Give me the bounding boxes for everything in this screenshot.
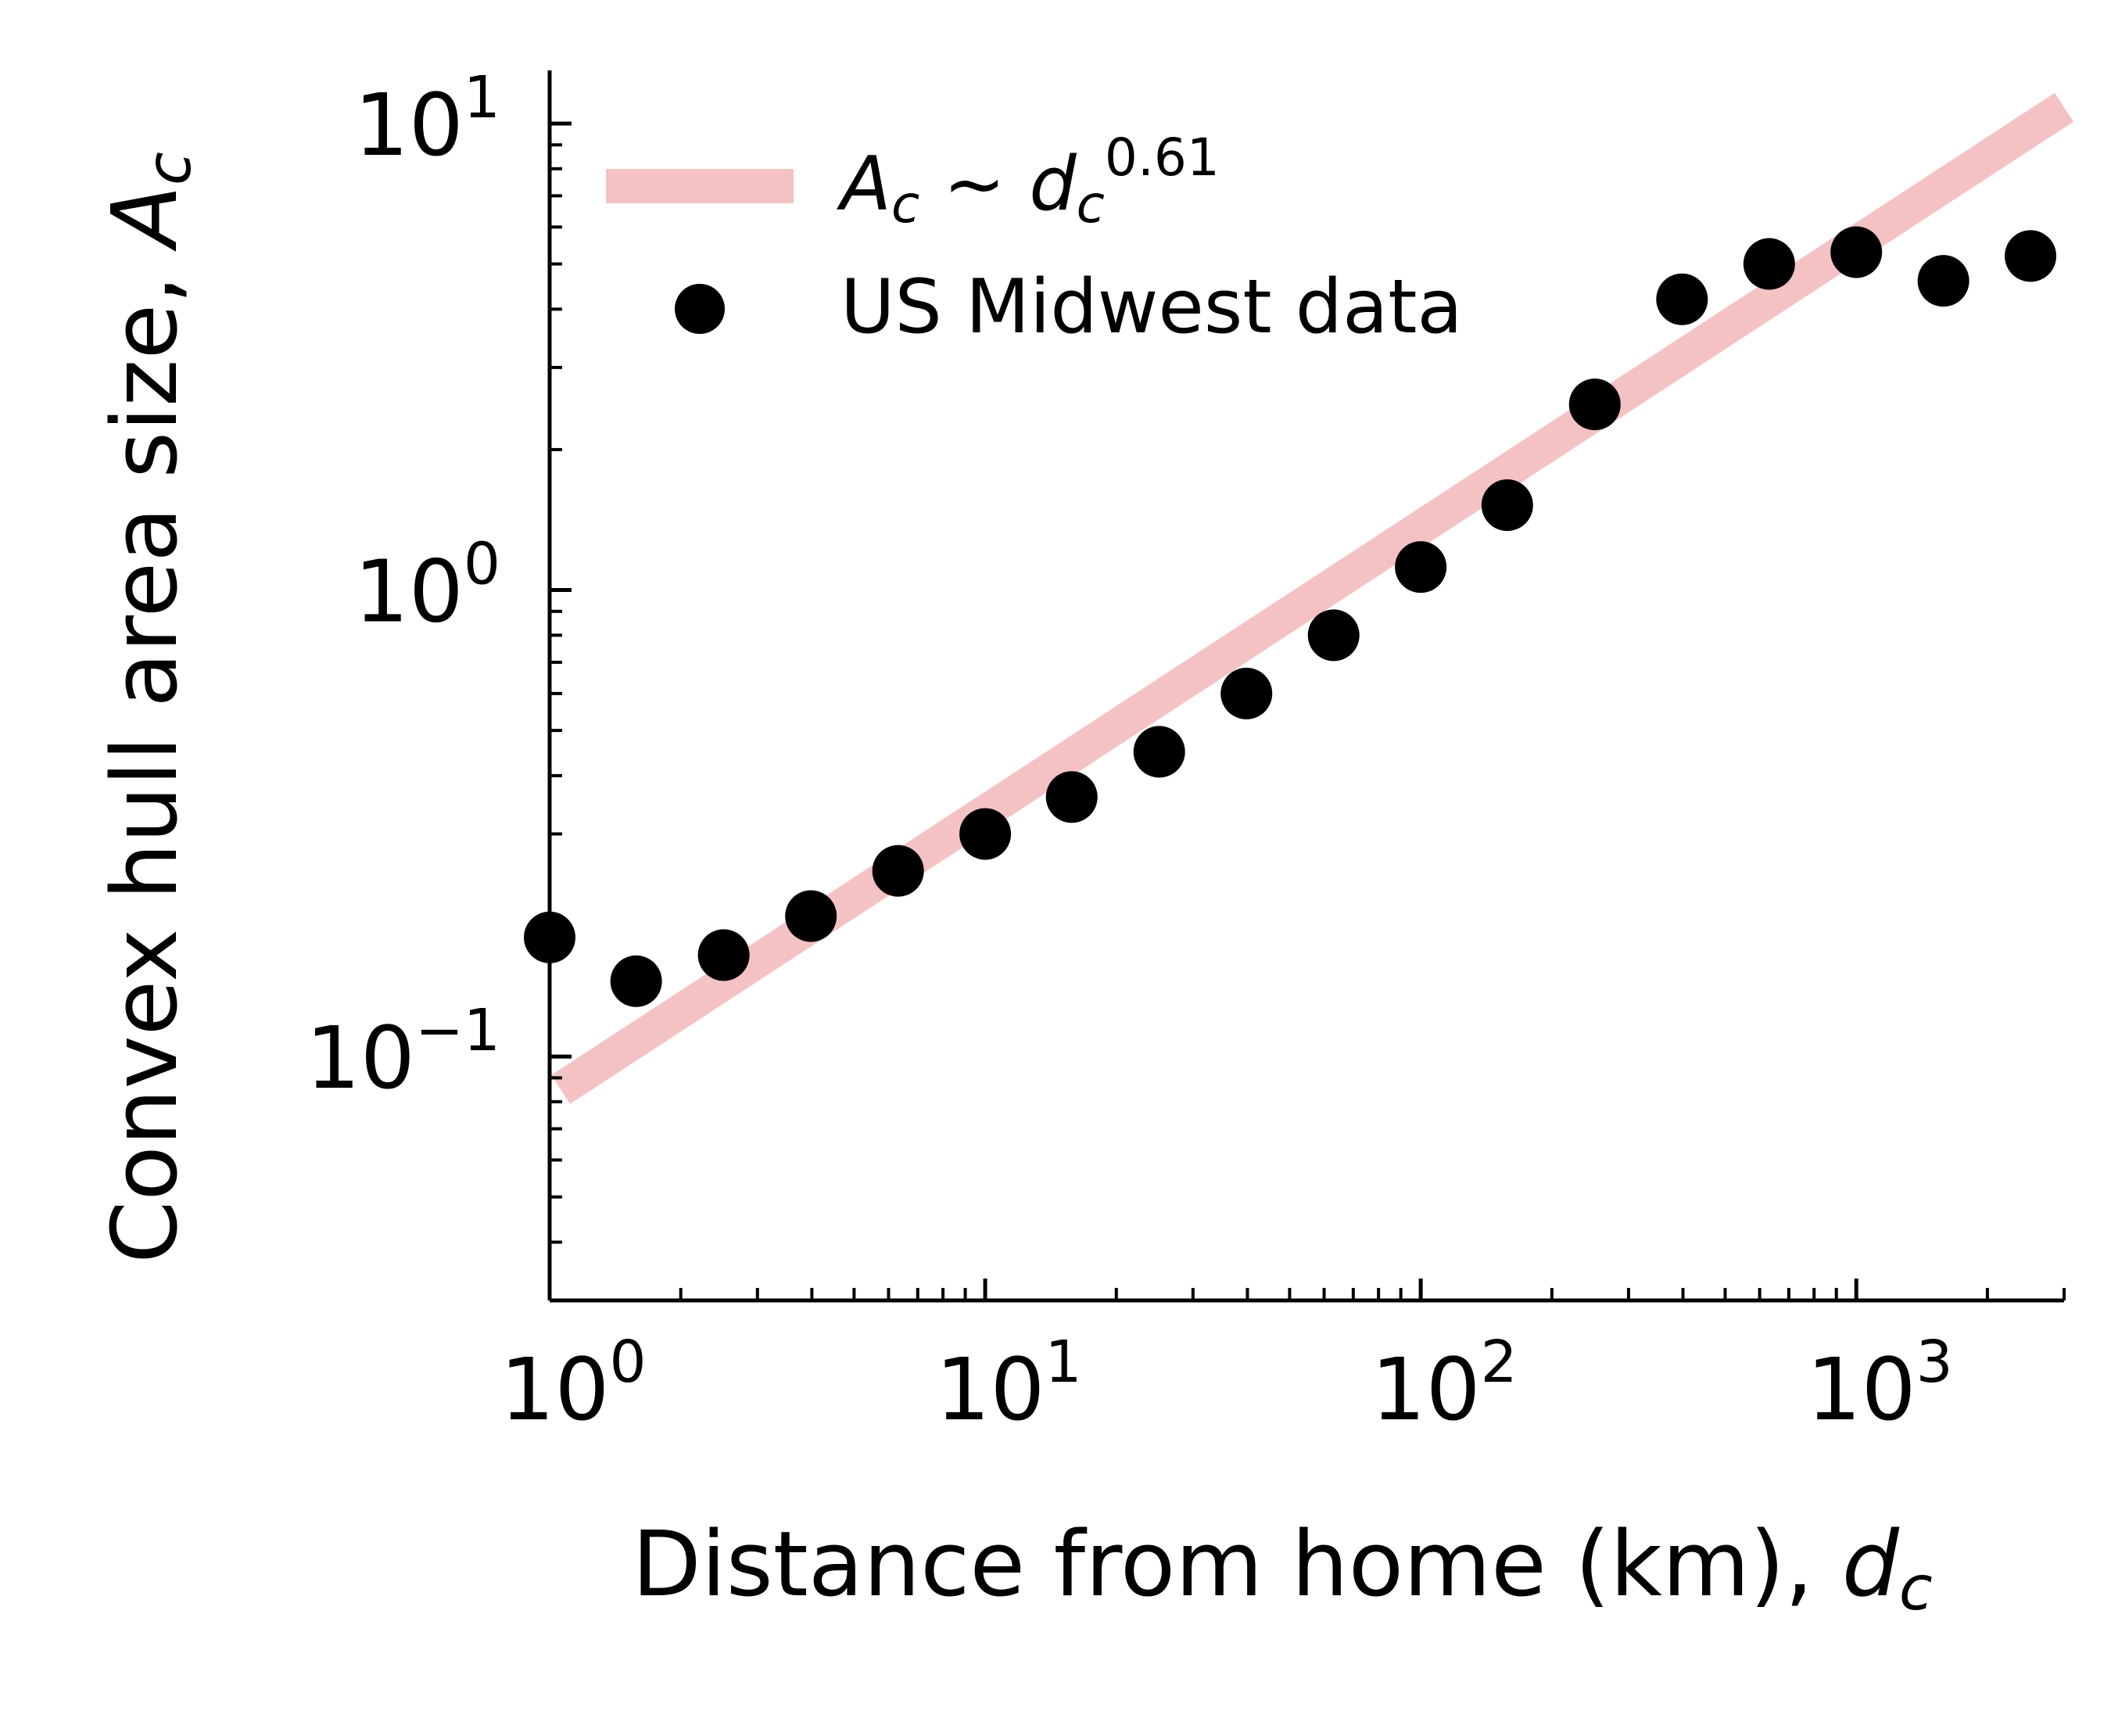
x-tick-label: 100 [500,1329,646,1440]
data-point [1656,273,1708,325]
data-point [1133,726,1185,778]
data-point [1307,609,1360,662]
legend-fit-label: Ac ~ dc0.61 [836,127,1220,235]
scatter-points-layer [524,226,2057,1007]
y-tick-label: 101 [354,64,500,175]
data-point [1568,378,1621,431]
y-tick-label: 100 [354,531,500,642]
data-point [1830,226,1883,278]
legend-data-label: US Midwest data [840,264,1463,350]
legend: Ac ~ dc0.61 US Midwest data [606,127,1463,350]
data-point [610,955,662,1007]
data-point [1220,667,1273,719]
x-tick-label: 102 [1371,1329,1518,1440]
legend-data-marker [675,284,725,334]
axes [547,70,2066,1303]
data-point [2005,230,2057,282]
data-point [1395,541,1447,594]
tick-labels: 100 101 102 103 10−1 100 101 [306,64,1953,1440]
data-point [959,808,1012,860]
x-axis-label: Distance from home (km), dc [632,1512,1933,1624]
data-point [697,929,750,981]
x-tick-label: 103 [1807,1329,1953,1440]
data-point [1045,771,1098,823]
data-point [785,890,837,942]
data-point [1743,238,1795,290]
data-point [1917,255,1969,307]
y-axis-label: Convex hull area size, Ac [93,152,205,1264]
y-tick-label: 10−1 [306,997,500,1108]
x-tick-label: 101 [936,1329,1082,1440]
data-point [1481,479,1533,532]
data-point [872,845,924,897]
